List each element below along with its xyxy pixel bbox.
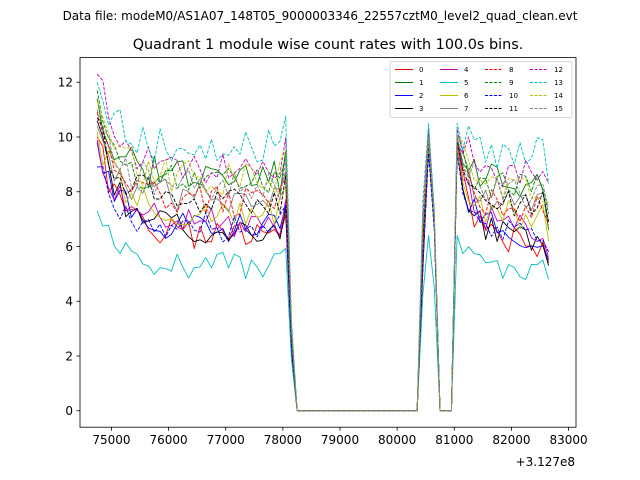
- x-tick-label: 76000: [149, 433, 187, 447]
- legend-label-2: 2: [419, 92, 423, 100]
- y-tick-label: 4: [65, 295, 73, 309]
- legend-box: [389, 61, 573, 118]
- legend-label-3: 3: [419, 105, 423, 113]
- chart-title: Quadrant 1 module wise count rates with …: [133, 37, 524, 53]
- x-tick-label: 78000: [264, 433, 302, 447]
- x-offset-text: +3.127e8: [516, 455, 575, 469]
- y-tick-label: 6: [65, 240, 73, 254]
- series-line-15: [96, 109, 550, 412]
- x-tick-label: 83000: [549, 433, 587, 447]
- legend-label-11: 11: [509, 105, 518, 113]
- plot-frame: [79, 57, 577, 428]
- y-tick-label: 8: [65, 185, 73, 199]
- legend-label-1: 1: [419, 79, 423, 87]
- legend-label-14: 14: [554, 92, 563, 100]
- legend-label-7: 7: [464, 105, 468, 113]
- y-tick-label: 10: [58, 130, 73, 144]
- legend-label-13: 13: [554, 79, 563, 87]
- x-tick-label: 81000: [435, 433, 473, 447]
- legend-label-8: 8: [509, 66, 513, 74]
- y-tick-label: 0: [65, 404, 73, 418]
- legend-label-10: 10: [509, 92, 518, 100]
- legend-label-9: 9: [509, 79, 513, 87]
- legend-label-15: 15: [554, 105, 563, 113]
- axes: 75000 76000 77000 78000 79000 80000 81000 82000…: [58, 76, 588, 448]
- plot-area: [80, 57, 576, 428]
- legend-label-5: 5: [464, 79, 468, 87]
- series-lines: [96, 73, 550, 412]
- y-tick-label: 12: [58, 76, 73, 90]
- x-tick-label: 79000: [321, 433, 359, 447]
- legend-label-4: 4: [464, 66, 469, 74]
- x-tick-label: 77000: [207, 433, 245, 447]
- x-tick-label: 75000: [92, 433, 130, 447]
- figure-suptitle: Data file: modeM0/AS1A07_148T05_90000033…: [63, 9, 578, 23]
- x-tick-label: 82000: [492, 433, 530, 447]
- legend-label-12: 12: [554, 66, 563, 74]
- legend-label-0: 0: [419, 66, 423, 74]
- legend-label-6: 6: [464, 92, 469, 100]
- series-line-14: [96, 101, 549, 412]
- y-tick-label: 2: [65, 349, 73, 363]
- x-tick-label: 80000: [378, 433, 416, 447]
- series-line-8: [96, 112, 549, 412]
